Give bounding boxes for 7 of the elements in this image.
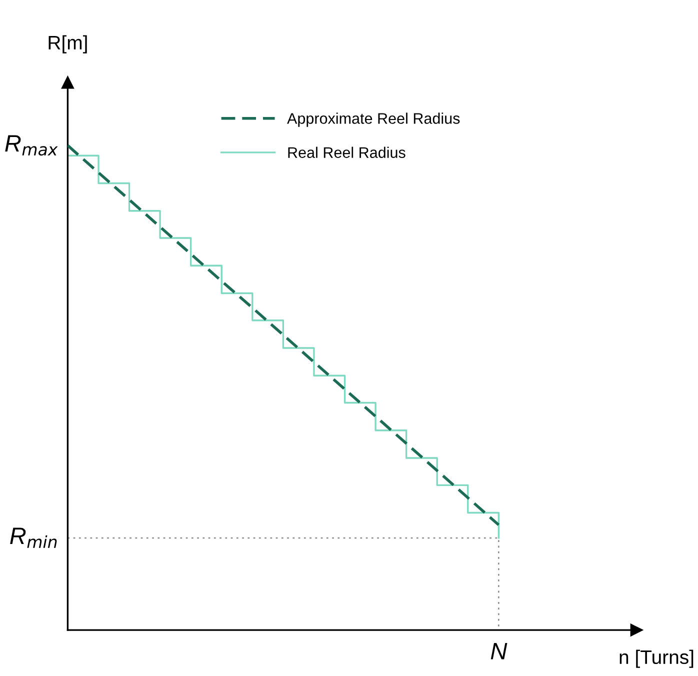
text: R$_{max}$ — [5, 135, 58, 156]
legend-label: Approximate Reel Radius — [287, 112, 460, 127]
legend-label: Real Reel Radius — [288, 146, 406, 158]
text: n [Turns] — [620, 650, 694, 668]
y-axis-title: R[m] — [48, 35, 87, 54]
ref-line-label: R$_{min}$ — [10, 528, 57, 548]
text: N — [490, 643, 508, 660]
